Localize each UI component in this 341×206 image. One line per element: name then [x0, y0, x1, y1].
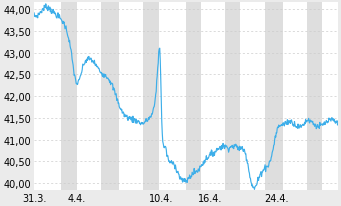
Bar	[322, 4, 338, 190]
Bar	[283, 4, 307, 190]
Bar	[101, 4, 119, 190]
Bar	[119, 4, 143, 190]
Bar	[265, 4, 283, 190]
Bar	[225, 4, 240, 190]
Bar	[186, 4, 201, 190]
Bar	[61, 4, 77, 190]
Bar	[307, 4, 322, 190]
Bar	[240, 4, 265, 190]
Bar	[77, 4, 101, 190]
Bar	[159, 4, 186, 190]
Bar	[201, 4, 225, 190]
Bar	[34, 4, 61, 190]
Bar	[143, 4, 159, 190]
